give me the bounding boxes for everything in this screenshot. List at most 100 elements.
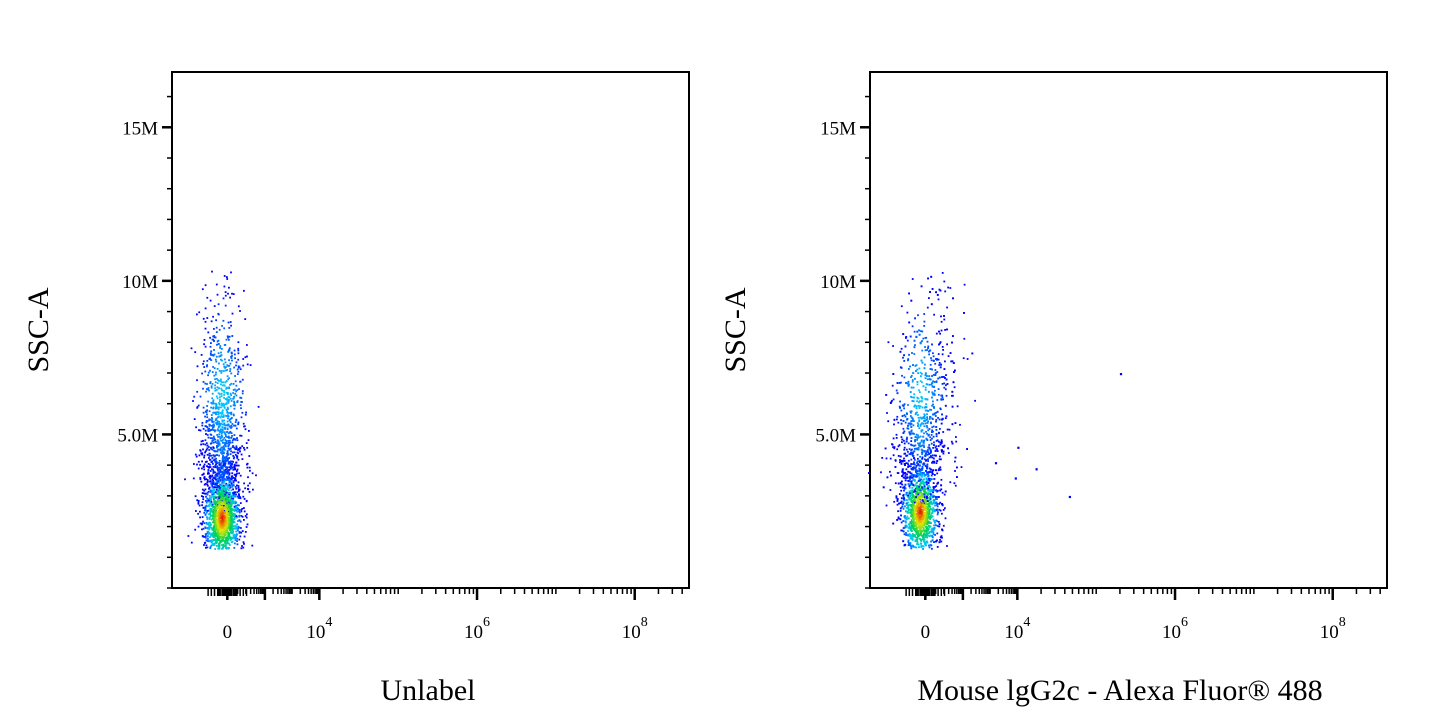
data-point	[232, 389, 235, 391]
data-point	[233, 512, 235, 515]
data-point	[936, 539, 938, 542]
data-point	[232, 495, 234, 498]
data-point	[206, 523, 209, 526]
data-point	[932, 533, 935, 535]
data-point	[926, 416, 928, 418]
data-point	[896, 392, 899, 395]
data-point	[892, 522, 895, 525]
data-point	[236, 527, 238, 530]
data-point	[948, 428, 951, 431]
data-point	[906, 518, 908, 521]
data-point	[226, 539, 229, 542]
data-point	[935, 462, 938, 464]
data-point	[206, 444, 209, 447]
data-point	[932, 425, 935, 428]
data-point	[226, 364, 229, 367]
data-point	[201, 424, 204, 427]
data-point	[226, 505, 229, 508]
data-point	[226, 467, 228, 470]
data-point	[220, 451, 222, 454]
data-point	[222, 319, 225, 322]
data-point	[917, 499, 920, 502]
data-point	[937, 440, 940, 443]
data-point	[922, 545, 924, 548]
data-point	[931, 343, 933, 346]
data-point	[230, 463, 233, 466]
data-point	[231, 460, 234, 463]
data-point	[219, 521, 222, 524]
data-point	[900, 500, 903, 503]
data-point	[239, 310, 241, 312]
data-point	[213, 489, 216, 491]
data-point	[912, 372, 915, 374]
data-point	[923, 446, 925, 448]
data-point	[228, 504, 230, 507]
data-point	[925, 516, 928, 519]
data-point	[222, 381, 225, 384]
data-point	[209, 489, 212, 492]
data-point	[205, 442, 208, 445]
data-point	[222, 485, 225, 488]
data-point	[219, 520, 222, 522]
data-point	[216, 534, 219, 537]
data-point	[226, 496, 228, 499]
data-point	[220, 428, 222, 431]
data-point	[929, 449, 932, 452]
data-point	[912, 495, 914, 498]
data-point	[931, 431, 933, 433]
data-point	[217, 492, 220, 495]
data-point	[903, 485, 906, 488]
data-point	[234, 495, 237, 498]
data-point	[204, 370, 207, 373]
data-point	[925, 403, 928, 405]
data-point	[217, 413, 220, 416]
data-point	[939, 428, 941, 430]
x-tick-label: 108	[622, 615, 648, 643]
data-point	[909, 422, 912, 425]
data-point	[921, 453, 924, 455]
data-point	[928, 453, 931, 455]
data-point	[230, 426, 233, 429]
data-point	[196, 379, 198, 382]
data-point	[912, 451, 914, 454]
data-point	[223, 459, 226, 462]
data-point	[905, 525, 908, 528]
data-point	[919, 455, 921, 458]
data-point	[909, 495, 912, 498]
data-point	[217, 515, 220, 517]
data-point	[216, 442, 218, 445]
data-point	[235, 487, 238, 490]
data-point	[199, 516, 201, 519]
data-point	[221, 515, 224, 518]
data-point	[220, 387, 223, 390]
data-point	[923, 508, 926, 511]
data-point	[921, 538, 924, 541]
data-point	[926, 432, 928, 435]
data-point	[232, 480, 235, 483]
data-point	[209, 523, 212, 526]
data-point	[932, 352, 934, 355]
data-point	[223, 475, 225, 477]
data-point	[917, 436, 920, 439]
data-point	[916, 502, 918, 505]
data-point	[224, 344, 227, 346]
data-point	[241, 507, 244, 510]
data-point	[235, 427, 238, 430]
data-point	[921, 510, 923, 513]
data-point	[939, 366, 942, 369]
data-point	[240, 434, 243, 437]
data-point	[928, 444, 931, 446]
data-point	[933, 381, 936, 383]
data-point	[930, 442, 933, 445]
data-point	[207, 387, 210, 389]
data-point	[913, 466, 915, 469]
data-point	[912, 466, 914, 469]
data-point	[234, 537, 237, 540]
data-point	[212, 411, 215, 414]
data-point	[197, 467, 200, 470]
data-point	[910, 395, 912, 398]
data-point	[909, 472, 912, 475]
data-point	[225, 442, 228, 445]
data-point	[214, 378, 216, 381]
data-point	[908, 465, 911, 467]
